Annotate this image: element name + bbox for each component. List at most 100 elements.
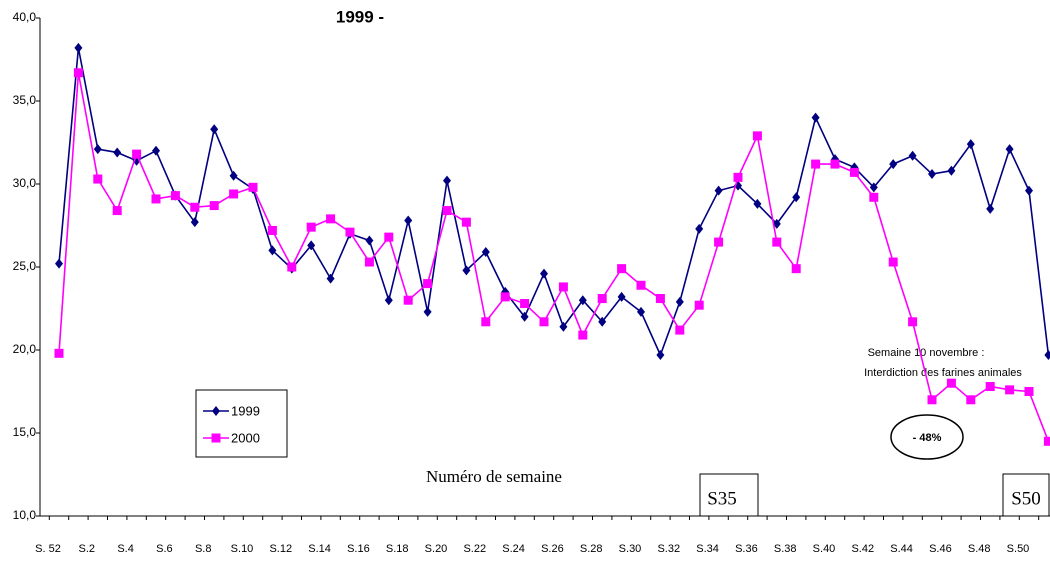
x-tick-label: S.18 bbox=[386, 543, 409, 555]
point bbox=[229, 170, 238, 181]
point bbox=[1024, 387, 1034, 396]
x-tick-label: S.50 bbox=[1007, 543, 1030, 555]
point bbox=[423, 279, 433, 289]
point bbox=[772, 218, 781, 229]
point bbox=[520, 311, 529, 322]
x-tick-label: S.34 bbox=[696, 543, 719, 555]
point bbox=[345, 227, 355, 237]
point bbox=[306, 222, 316, 232]
x-tick-label: S.14 bbox=[308, 543, 331, 555]
point bbox=[539, 317, 549, 327]
annotation-ellipse bbox=[890, 414, 964, 460]
series-line bbox=[58, 47, 1050, 358]
point bbox=[132, 149, 142, 159]
point bbox=[636, 280, 646, 290]
point bbox=[869, 192, 879, 202]
annotation-box bbox=[1002, 473, 1050, 517]
point bbox=[93, 144, 102, 155]
point bbox=[791, 264, 801, 274]
point bbox=[811, 112, 820, 123]
point bbox=[209, 201, 219, 211]
point bbox=[1005, 144, 1014, 155]
point bbox=[559, 321, 568, 332]
point bbox=[869, 182, 878, 193]
point bbox=[229, 189, 239, 199]
point bbox=[656, 349, 665, 360]
point bbox=[287, 262, 297, 272]
point bbox=[462, 265, 471, 276]
y-tick-label: 10,0 bbox=[13, 508, 37, 522]
x-tick-label: S.42 bbox=[851, 543, 874, 555]
point bbox=[423, 306, 432, 317]
point bbox=[73, 68, 83, 78]
point bbox=[1043, 436, 1050, 446]
point bbox=[190, 202, 200, 212]
annotation: S35 bbox=[707, 488, 737, 509]
x-tick-label: S.22 bbox=[463, 543, 486, 555]
point bbox=[384, 295, 393, 306]
point bbox=[733, 172, 743, 182]
point bbox=[772, 237, 782, 247]
x-tick-label: S.2 bbox=[79, 543, 96, 555]
point bbox=[830, 159, 840, 169]
y-tick-label: 25,0 bbox=[13, 259, 37, 273]
x-tick-label: S.32 bbox=[657, 543, 680, 555]
x-tick-label: S.48 bbox=[968, 543, 991, 555]
point bbox=[598, 316, 607, 327]
point bbox=[946, 378, 956, 388]
point bbox=[540, 268, 548, 279]
x-tick-label: S.38 bbox=[774, 543, 797, 555]
x-tick-label: S.24 bbox=[502, 543, 525, 555]
x-tick-label: S.26 bbox=[541, 543, 564, 555]
point bbox=[113, 147, 122, 158]
x-tick-label: S.16 bbox=[347, 543, 370, 555]
x-tick-label: S.12 bbox=[269, 543, 292, 555]
point bbox=[849, 167, 859, 177]
point bbox=[442, 206, 452, 216]
y-tick-label: 15,0 bbox=[13, 425, 37, 439]
point bbox=[170, 191, 180, 201]
point bbox=[908, 317, 918, 327]
point bbox=[637, 306, 645, 317]
point bbox=[966, 395, 976, 405]
point bbox=[888, 257, 898, 267]
y-tick-label: 35,0 bbox=[13, 93, 37, 107]
point bbox=[481, 317, 491, 327]
point bbox=[520, 299, 530, 309]
point bbox=[190, 217, 199, 228]
point bbox=[655, 294, 665, 304]
y-tick-label: 30,0 bbox=[13, 176, 37, 190]
x-tick-label: S.44 bbox=[890, 543, 913, 555]
point bbox=[500, 292, 510, 302]
x-tick-label: S.10 bbox=[231, 543, 254, 555]
point bbox=[558, 282, 568, 292]
annotation: S50 bbox=[1011, 488, 1041, 509]
point bbox=[694, 300, 704, 310]
y-tick-label: 40,0 bbox=[13, 10, 37, 24]
point bbox=[792, 192, 801, 203]
point bbox=[714, 237, 724, 247]
annotation-box bbox=[699, 473, 759, 517]
point bbox=[443, 175, 451, 186]
point bbox=[55, 258, 63, 269]
point bbox=[753, 198, 762, 209]
x-tick-label: S.46 bbox=[929, 543, 952, 555]
x-tick-label: S.36 bbox=[735, 543, 758, 555]
point bbox=[578, 295, 587, 306]
point bbox=[248, 182, 258, 192]
point bbox=[927, 395, 937, 405]
point bbox=[268, 245, 277, 256]
x-axis-label: Numéro de semaine bbox=[426, 467, 562, 486]
point bbox=[326, 273, 335, 284]
point bbox=[908, 150, 917, 161]
point bbox=[928, 169, 936, 180]
point bbox=[597, 294, 607, 304]
point bbox=[617, 291, 626, 302]
point bbox=[947, 165, 956, 176]
y-tick-label: 20,0 bbox=[13, 342, 37, 356]
x-tick-label: S.20 bbox=[425, 543, 448, 555]
point bbox=[326, 214, 336, 224]
legend-label: 1999 bbox=[231, 403, 260, 418]
point bbox=[481, 247, 490, 258]
